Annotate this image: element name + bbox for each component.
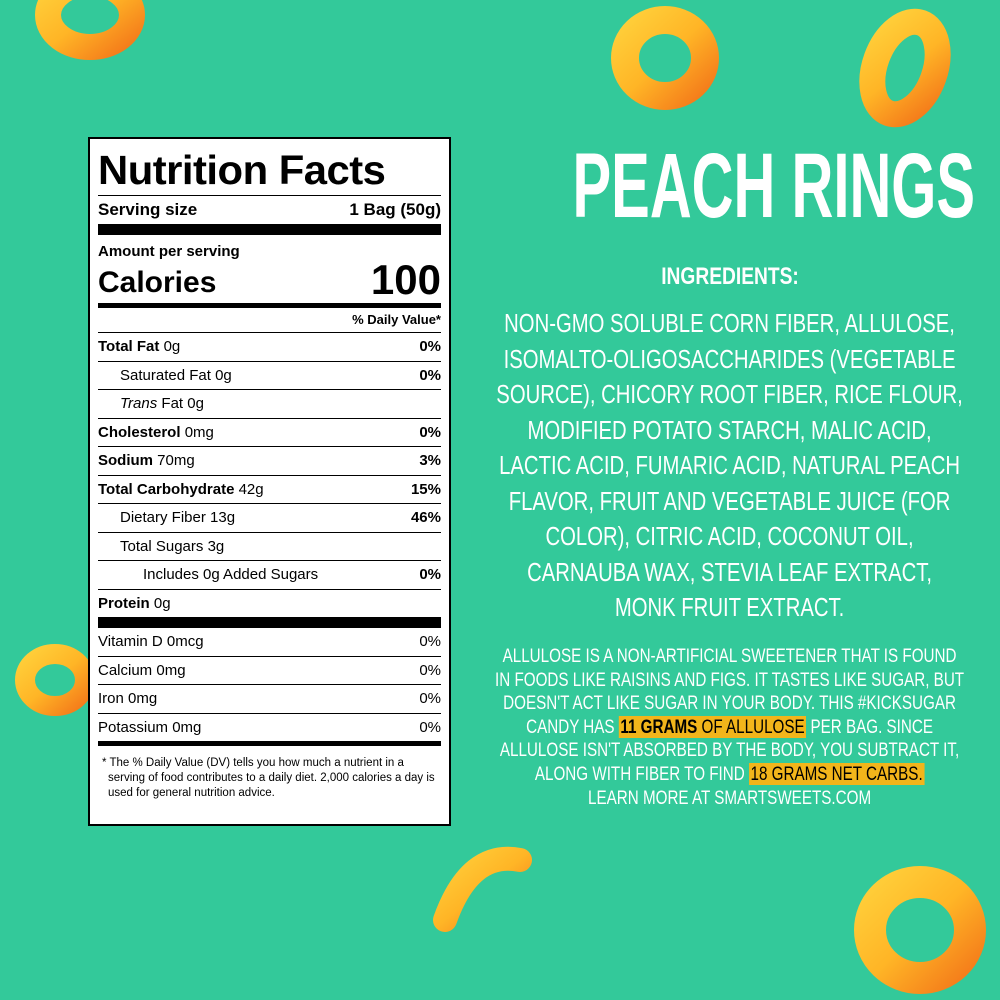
name: Total Fat bbox=[98, 338, 160, 356]
dv: 0% bbox=[419, 718, 441, 736]
amount: 0mg bbox=[172, 718, 202, 736]
amount: 0mg bbox=[128, 690, 158, 708]
row: Vitamin D 0mcg 0% bbox=[98, 628, 441, 656]
label: Serving size bbox=[98, 200, 198, 219]
note-middle: PER BAG. SINCE ALLULOSE ISN'T ABSORBED B… bbox=[499, 715, 960, 785]
nf-title: Nutrition Facts bbox=[98, 147, 386, 193]
name: Dietary Fiber bbox=[120, 509, 206, 527]
dv: 0% bbox=[419, 338, 441, 356]
net-carbs: 18 GRAMS NET CARBS. bbox=[748, 762, 925, 785]
serving-size: Serving size 1 Bag (50g) bbox=[98, 195, 441, 224]
amount: 0mcg bbox=[166, 633, 204, 651]
dv: 0% bbox=[419, 661, 441, 679]
label: Calories bbox=[98, 266, 217, 299]
amount: 13g bbox=[210, 509, 236, 527]
row: Cholesterol 0mg 0% bbox=[98, 417, 441, 447]
row: Total Carbohydrate 42g 15% bbox=[98, 474, 441, 504]
row: Protein 0g bbox=[98, 588, 441, 618]
dv: 0% bbox=[419, 423, 441, 441]
dv: 0% bbox=[419, 690, 441, 708]
ring bbox=[854, 866, 986, 994]
amount: 0mg bbox=[184, 423, 214, 441]
value: 100 bbox=[370, 256, 441, 303]
calories: Calories 100 bbox=[98, 256, 441, 303]
name: Total Sugars bbox=[120, 537, 204, 555]
name: Total Carbohydrate bbox=[98, 480, 235, 498]
name: Sodium bbox=[98, 452, 153, 470]
ring bbox=[859, 8, 951, 128]
allulose-amount: 11 GRAMS bbox=[620, 715, 698, 738]
note-intro: ALLULOSE IS A NON-ARTIFICIAL SWEETENER T… bbox=[495, 645, 965, 738]
footnote: * The % Daily Value (DV) tells you how m… bbox=[102, 757, 435, 799]
dv: 3% bbox=[419, 452, 441, 470]
name: Includes 0g Added Sugars bbox=[143, 566, 319, 584]
dv: 0% bbox=[419, 566, 441, 584]
row: Calcium 0mg 0% bbox=[98, 655, 441, 685]
ingredients-heading: INGREDIENTS: bbox=[661, 263, 799, 290]
name: Calcium bbox=[98, 661, 153, 679]
rule bbox=[98, 303, 441, 308]
prefix: Trans bbox=[120, 395, 158, 413]
peach-rings bbox=[15, 0, 986, 994]
row: Trans Fat 0g bbox=[98, 389, 441, 418]
row: Total Fat 0g 0% bbox=[98, 332, 441, 361]
amount: 0g bbox=[187, 395, 204, 413]
name: Protein bbox=[98, 594, 150, 612]
allulose-label: OF ALLULOSE bbox=[701, 715, 805, 738]
product-title: PEACH RINGS bbox=[572, 135, 976, 237]
daily-value-header: % Daily Value* bbox=[352, 312, 441, 327]
name: Saturated Fat bbox=[120, 366, 211, 384]
amount: 0g bbox=[215, 366, 232, 384]
dv: 46% bbox=[410, 509, 441, 527]
rule bbox=[98, 224, 441, 235]
ingredients: NON-GMO SOLUBLE CORN FIBER, ALLULOSE, IS… bbox=[496, 308, 963, 622]
amount: 42g bbox=[238, 480, 264, 498]
dv: 15% bbox=[410, 480, 441, 498]
rule bbox=[98, 741, 441, 746]
name: Iron bbox=[98, 690, 124, 708]
ring bbox=[15, 644, 95, 716]
amount: 0mg bbox=[156, 661, 186, 679]
row: Sodium 70mg 3% bbox=[98, 446, 441, 475]
amount-per-serving: Amount per serving bbox=[98, 243, 240, 260]
highlight: 11 GRAMS OF ALLULOSE bbox=[618, 715, 807, 738]
product-title-box: PEACH RINGS bbox=[480, 140, 980, 232]
amount: 3g bbox=[207, 537, 225, 555]
name: Cholesterol bbox=[98, 423, 181, 441]
row: Saturated Fat 0g 0% bbox=[98, 360, 441, 390]
dv: 0% bbox=[419, 366, 441, 384]
ingredients-heading-box: INGREDIENTS: bbox=[480, 263, 980, 291]
learn-more: LEARN MORE AT SMARTSWEETS.COM bbox=[588, 786, 872, 809]
name: Fat bbox=[161, 395, 184, 413]
name: Potassium bbox=[98, 718, 169, 736]
ring bbox=[433, 846, 532, 932]
amount: 0g bbox=[163, 338, 181, 356]
amount: 0g bbox=[153, 594, 171, 612]
nutrition-facts: Nutrition Facts Serving size 1 Bag (50g)… bbox=[88, 137, 451, 826]
row: Total Sugars 3g bbox=[98, 531, 441, 561]
ring bbox=[35, 0, 145, 60]
dv: 0% bbox=[419, 633, 441, 651]
rule bbox=[98, 617, 441, 628]
value: 1 Bag (50g) bbox=[349, 200, 441, 219]
ring bbox=[611, 6, 719, 110]
row: Dietary Fiber 13g 46% bbox=[98, 503, 441, 532]
note: ALLULOSE IS A NON-ARTIFICIAL SWEETENER T… bbox=[494, 645, 965, 810]
name: Vitamin D bbox=[98, 633, 163, 651]
row: Iron 0mg 0% bbox=[98, 684, 441, 713]
row: Potassium 0mg 0% bbox=[98, 712, 441, 742]
amount: 70mg bbox=[157, 452, 195, 470]
row: Includes 0g Added Sugars 0% bbox=[98, 560, 441, 589]
